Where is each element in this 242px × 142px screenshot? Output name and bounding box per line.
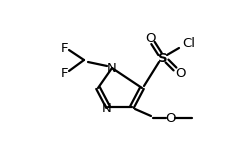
Text: O: O bbox=[145, 32, 155, 44]
Text: O: O bbox=[166, 112, 176, 126]
Text: F: F bbox=[61, 41, 69, 55]
Text: Cl: Cl bbox=[182, 36, 196, 50]
Text: N: N bbox=[107, 61, 117, 75]
Text: F: F bbox=[61, 66, 69, 80]
Text: O: O bbox=[175, 66, 185, 80]
Text: N: N bbox=[102, 102, 112, 114]
Text: S: S bbox=[158, 52, 168, 64]
